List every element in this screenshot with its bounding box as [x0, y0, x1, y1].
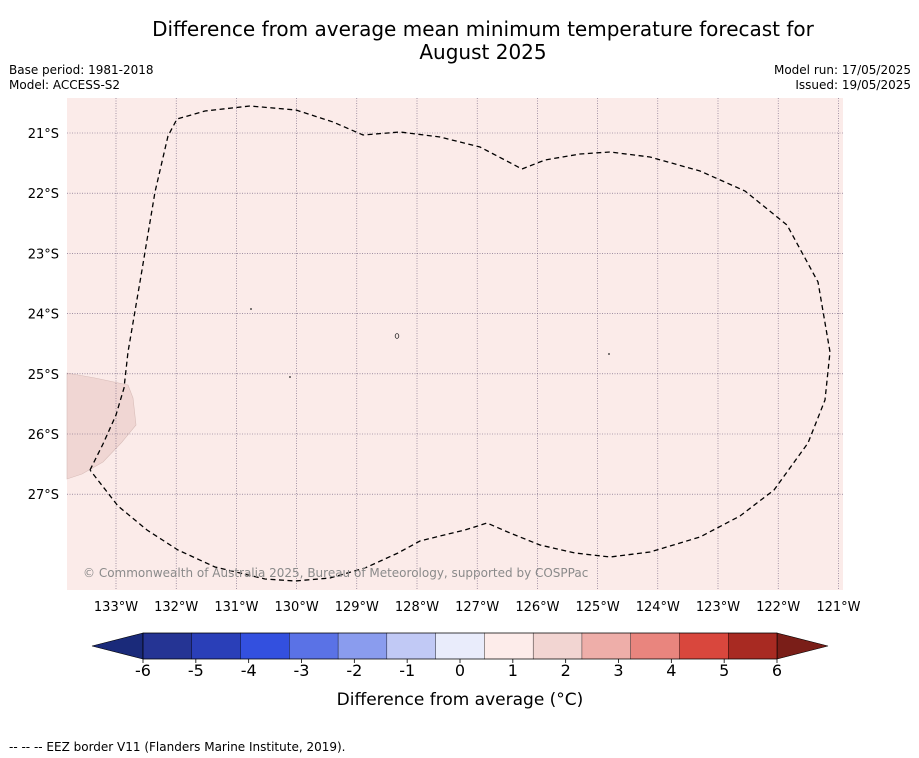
colorbar-cell	[532, 632, 583, 660]
colorbar-cell	[289, 632, 339, 660]
island-marker	[608, 353, 610, 355]
longitude-label: 123°W	[696, 600, 740, 615]
colorbar-cell	[142, 632, 193, 660]
latitude-label: 24°S	[28, 308, 59, 323]
colorbar-cell	[679, 632, 729, 660]
colorbar-tick-label: -3	[294, 661, 310, 680]
title-line-1: Difference from average mean minimum tem…	[152, 17, 814, 41]
eez-border	[89, 105, 831, 582]
colorbar-tick-label: -5	[188, 661, 204, 680]
meta-left: Base period: 1981-2018 Model: ACCESS-S2	[9, 63, 154, 93]
colorbar-cell	[484, 632, 534, 660]
longitude-label: 125°W	[576, 600, 620, 615]
latitude-label: 27°S	[28, 488, 59, 503]
longitude-label: 126°W	[515, 600, 559, 615]
longitude-label: 127°W	[455, 600, 499, 615]
longitude-label: 132°W	[154, 600, 198, 615]
colorbar-tick-label: 1	[508, 661, 518, 680]
model-run: Model run: 17/05/2025	[773, 63, 911, 77]
latitude-label: 25°S	[28, 368, 59, 383]
colorbar-tick-label: 6	[772, 661, 782, 680]
island-marker	[250, 308, 252, 310]
map-background	[67, 98, 843, 590]
colorbar-tick-label: -6	[135, 661, 151, 680]
colorbar-cell	[630, 632, 680, 660]
colorbar-tick-label: 2	[561, 661, 571, 680]
longitude-label: 124°W	[636, 600, 680, 615]
colorbar-label: Difference from average (°C)	[337, 690, 584, 710]
island-marker	[394, 333, 400, 339]
latitude-label: 22°S	[28, 187, 59, 202]
base-period: Base period: 1981-2018	[9, 63, 154, 77]
colorbar-tick-label: -4	[241, 661, 257, 680]
longitude-label: 130°W	[275, 600, 319, 615]
colorbar: -6 -5 -4 -3 -2 -1 0 1 2 3 4 5 6	[91, 632, 829, 680]
footer-note: -- -- -- EEZ border V11 (Flanders Marine…	[9, 740, 346, 754]
colorbar-cell	[581, 632, 632, 660]
model-name: Model: ACCESS-S2	[9, 78, 121, 92]
colorbar-tick-label: 0	[455, 661, 465, 680]
longitude-label: 122°W	[756, 600, 800, 615]
colorbar-cell	[728, 632, 778, 660]
colorbar-tick-label: 3	[613, 661, 623, 680]
graticule	[67, 98, 843, 590]
meta-right: Model run: 17/05/2025 Issued: 19/05/2025	[774, 63, 911, 93]
colorbar-cell	[386, 632, 437, 660]
longitude-label: 128°W	[395, 600, 439, 615]
colorbar-ticks: -6 -5 -4 -3 -2 -1 0 1 2 3 4 5 6	[135, 659, 782, 680]
latitude-label: 21°S	[28, 127, 59, 142]
longitude-label: 129°W	[335, 600, 379, 615]
title-line-2: August 2025	[419, 40, 547, 64]
colorbar-cell	[435, 632, 485, 660]
colorbar-under-arrow	[91, 632, 144, 660]
colorbar-tick-label: -1	[399, 661, 415, 680]
longitude-labels: 133°W 132°W 131°W 130°W 129°W 128°W 127°W 126°W…	[94, 600, 861, 615]
colorbar-cell	[191, 632, 242, 660]
longitude-label: 131°W	[214, 600, 258, 615]
latitude-label: 26°S	[28, 428, 59, 443]
latitude-label: 23°S	[28, 247, 59, 262]
island-marker	[289, 376, 291, 378]
longitude-label: 121°W	[816, 600, 860, 615]
copyright-text: © Commonwealth of Australia 2025, Bureau…	[83, 566, 588, 580]
longitude-label: 133°W	[94, 600, 138, 615]
anomaly-patch	[66, 372, 137, 480]
issued-date: Issued: 19/05/2025	[795, 78, 911, 92]
colorbar-cell	[337, 632, 388, 660]
colorbar-tick-label: 4	[666, 661, 676, 680]
colorbar-cell	[240, 632, 290, 660]
colorbar-over-arrow	[776, 632, 829, 660]
latitude-labels: 21°S 22°S 23°S 24°S 25°S 26°S 27°S	[28, 127, 59, 503]
map-title: Difference from average mean minimum tem…	[0, 18, 919, 64]
colorbar-tick-label: -2	[346, 661, 362, 680]
colorbar-tick-label: 5	[719, 661, 729, 680]
